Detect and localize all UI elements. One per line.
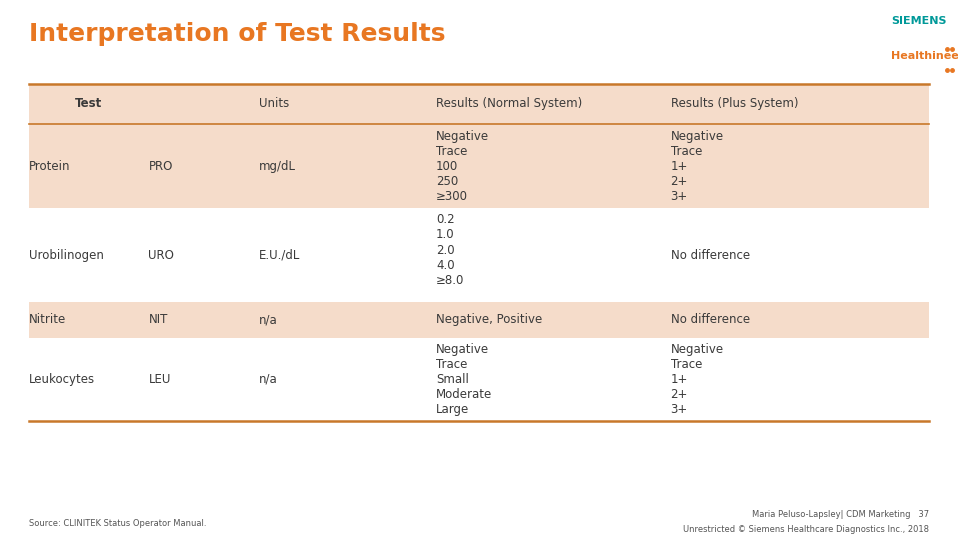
Text: ≥8.0: ≥8.0 xyxy=(436,274,465,287)
Text: SIEMENS: SIEMENS xyxy=(891,16,947,26)
Text: Urobilinogen: Urobilinogen xyxy=(29,248,103,262)
Text: Nitrite: Nitrite xyxy=(29,313,66,327)
Bar xyxy=(29,124,929,208)
Text: n/a: n/a xyxy=(259,313,278,327)
Text: Healthineers: Healthineers xyxy=(891,51,958,62)
Text: Large: Large xyxy=(436,403,469,416)
Text: LEU: LEU xyxy=(148,373,171,386)
Text: Maria Peluso-Lapsley| CDM Marketing   37: Maria Peluso-Lapsley| CDM Marketing 37 xyxy=(752,510,929,519)
Text: ≥300: ≥300 xyxy=(436,190,468,203)
Text: Protein: Protein xyxy=(29,159,70,173)
Text: Test: Test xyxy=(75,97,102,111)
Text: 1.0: 1.0 xyxy=(436,228,454,241)
Text: Trace: Trace xyxy=(436,145,468,158)
Text: PRO: PRO xyxy=(148,159,172,173)
Text: Small: Small xyxy=(436,373,468,386)
Text: No difference: No difference xyxy=(671,248,750,262)
Text: 0.2: 0.2 xyxy=(436,213,454,226)
Text: n/a: n/a xyxy=(259,373,278,386)
Text: Results (Plus System): Results (Plus System) xyxy=(671,97,798,111)
Text: Negative: Negative xyxy=(671,343,723,356)
Text: 2+: 2+ xyxy=(671,388,688,401)
Text: Negative: Negative xyxy=(436,343,489,356)
Text: 2+: 2+ xyxy=(671,175,688,188)
Text: 4.0: 4.0 xyxy=(436,259,454,272)
Text: Leukocytes: Leukocytes xyxy=(29,373,95,386)
Text: URO: URO xyxy=(148,248,174,262)
Text: 3+: 3+ xyxy=(671,190,688,203)
Text: Moderate: Moderate xyxy=(436,388,492,401)
Text: mg/dL: mg/dL xyxy=(259,159,296,173)
Text: 1+: 1+ xyxy=(671,373,688,386)
Text: Unrestricted © Siemens Healthcare Diagnostics Inc., 2018: Unrestricted © Siemens Healthcare Diagno… xyxy=(683,524,929,534)
Text: NIT: NIT xyxy=(148,313,168,327)
Text: E.U./dL: E.U./dL xyxy=(259,248,300,262)
Text: Trace: Trace xyxy=(671,145,702,158)
Text: Negative, Positive: Negative, Positive xyxy=(436,313,542,327)
Text: Trace: Trace xyxy=(436,358,468,371)
Bar xyxy=(29,302,929,338)
Text: 3+: 3+ xyxy=(671,403,688,416)
Text: Results (Normal System): Results (Normal System) xyxy=(436,97,582,111)
Text: 250: 250 xyxy=(436,175,458,188)
Bar xyxy=(29,338,929,421)
Bar xyxy=(29,208,929,302)
Text: 100: 100 xyxy=(436,160,458,173)
Text: Trace: Trace xyxy=(671,358,702,371)
Bar xyxy=(29,84,929,124)
Text: No difference: No difference xyxy=(671,313,750,327)
Text: Interpretation of Test Results: Interpretation of Test Results xyxy=(29,22,445,45)
Text: 2.0: 2.0 xyxy=(436,244,454,256)
Text: Negative: Negative xyxy=(671,130,723,143)
Text: Source: CLINITEK Status Operator Manual.: Source: CLINITEK Status Operator Manual. xyxy=(29,519,206,528)
Text: Negative: Negative xyxy=(436,130,489,143)
Text: 1+: 1+ xyxy=(671,160,688,173)
Text: Units: Units xyxy=(259,97,289,111)
